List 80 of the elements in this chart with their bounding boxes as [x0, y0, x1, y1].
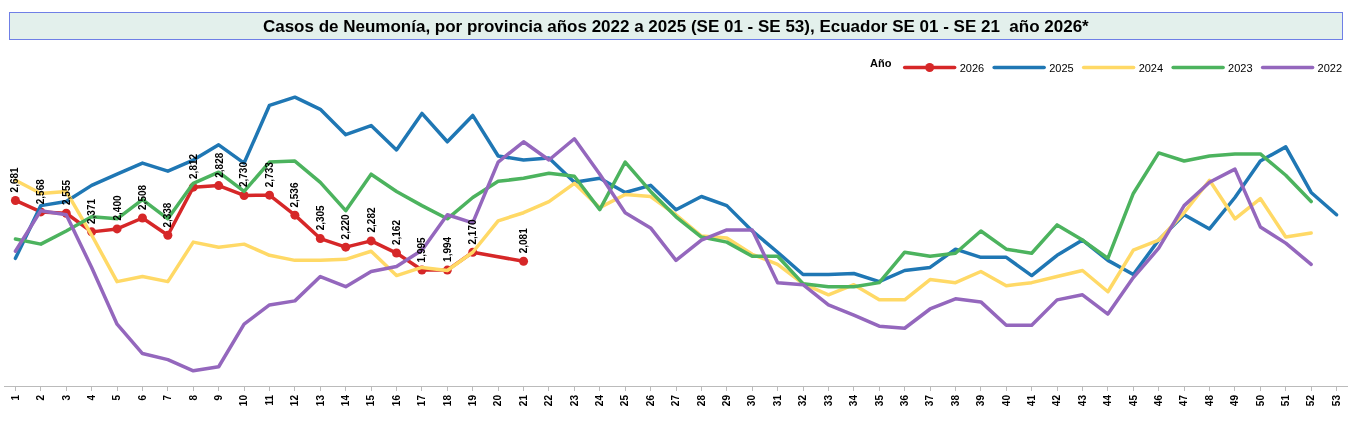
- x-tick-label: 24: [594, 394, 606, 407]
- x-tick-label: 11: [263, 394, 275, 406]
- data-label: 2,081: [517, 227, 529, 254]
- x-tick-label: 32: [797, 394, 809, 407]
- x-tick-label: 7: [162, 394, 174, 401]
- x-tick-label: 49: [1229, 394, 1241, 407]
- x-tick-label: 22: [543, 394, 555, 407]
- x-tick-label: 31: [771, 394, 783, 407]
- x-tick-label: 20: [492, 394, 504, 407]
- x-tick-label: 42: [1051, 394, 1063, 407]
- data-label: 2,730: [238, 161, 250, 188]
- data-label: 2,555: [60, 179, 72, 205]
- x-tick-label: 47: [1178, 394, 1190, 407]
- x-tick-label: 48: [1203, 394, 1215, 407]
- x-tick-label: 45: [1127, 394, 1139, 407]
- x-tick-label: 30: [746, 394, 758, 407]
- x-tick-label: 39: [975, 394, 987, 407]
- x-tick-label: 38: [949, 394, 961, 407]
- data-label: 2,282: [365, 207, 377, 233]
- x-tick-label: 12: [289, 394, 301, 407]
- x-tick-label: 26: [644, 394, 656, 407]
- x-tick-label: 33: [822, 394, 834, 407]
- data-label: 2,568: [35, 178, 47, 205]
- x-tick-label: 4: [85, 394, 97, 401]
- x-tick-label: 36: [898, 394, 910, 407]
- data-label: 2,162: [390, 219, 402, 246]
- x-tick-label: 25: [619, 394, 631, 407]
- x-tick-label: 28: [695, 394, 707, 407]
- chart-title: Casos de Neumonía, por provincia años 2022 a 2025 (SE 01 - SE 53), Ecuador SE 01 - SE 21 año 2026*: [262, 16, 1090, 36]
- x-tick-label: 5: [111, 394, 123, 401]
- x-tick-label: 50: [1254, 394, 1266, 407]
- x-tick-label: 35: [873, 394, 885, 407]
- legend-title: Año: [870, 57, 892, 70]
- x-tick-label: 53: [1330, 394, 1342, 407]
- legend-label: 2023: [1228, 61, 1253, 74]
- data-label: 2,338: [162, 202, 174, 228]
- x-tick-label: 2: [35, 394, 47, 401]
- x-tick-label: 15: [365, 394, 377, 407]
- x-tick-label: 44: [1102, 394, 1114, 407]
- x-tick-label: 23: [568, 394, 580, 407]
- x-tick-label: 46: [1152, 394, 1164, 407]
- data-label: 2,400: [111, 195, 123, 221]
- data-label: 2,733: [263, 161, 275, 188]
- data-label: 2,812: [187, 153, 199, 179]
- x-tick-label: 52: [1305, 394, 1317, 407]
- data-label: 1,995: [416, 236, 428, 263]
- x-tick-label: 8: [187, 394, 199, 401]
- x-tick-label: 10: [238, 394, 250, 407]
- x-tick-label: 16: [390, 394, 402, 407]
- x-tick-label: 29: [721, 394, 733, 407]
- data-label: 2,828: [213, 152, 225, 178]
- legend-label: 2026: [959, 61, 985, 74]
- x-tick-label: 17: [416, 394, 428, 407]
- x-tick-label: 41: [1025, 394, 1037, 407]
- x-tick-label: 13: [314, 394, 326, 407]
- x-tick-label: 18: [441, 394, 453, 407]
- data-label: 2,508: [136, 184, 148, 210]
- x-tick-label: 27: [670, 394, 682, 407]
- x-tick-label: 34: [848, 394, 860, 407]
- data-label: 2,305: [315, 204, 327, 231]
- x-tick-label: 14: [339, 394, 351, 407]
- x-tick-label: 43: [1076, 394, 1088, 407]
- data-label: 1,994: [441, 236, 453, 262]
- x-tick-label: 40: [1000, 394, 1012, 407]
- legend-label: 2025: [1049, 61, 1074, 74]
- data-label: 2,681: [9, 166, 21, 193]
- data-label: 2,536: [289, 182, 301, 208]
- x-tick-label: 6: [136, 394, 148, 401]
- x-tick-label: 19: [467, 394, 478, 407]
- x-tick-label: 9: [212, 394, 224, 401]
- legend-label: 2024: [1138, 61, 1164, 74]
- data-label: 2,170: [467, 219, 479, 245]
- x-tick-label: 37: [924, 394, 936, 407]
- legend-label: 2022: [1317, 61, 1343, 74]
- data-label: 2,220: [340, 213, 352, 240]
- x-tick-label: 21: [517, 394, 529, 407]
- data-label: 2,371: [86, 198, 98, 225]
- x-tick-label: 51: [1280, 394, 1291, 407]
- x-tick-label: 3: [60, 394, 72, 401]
- x-tick-label: 1: [9, 394, 21, 401]
